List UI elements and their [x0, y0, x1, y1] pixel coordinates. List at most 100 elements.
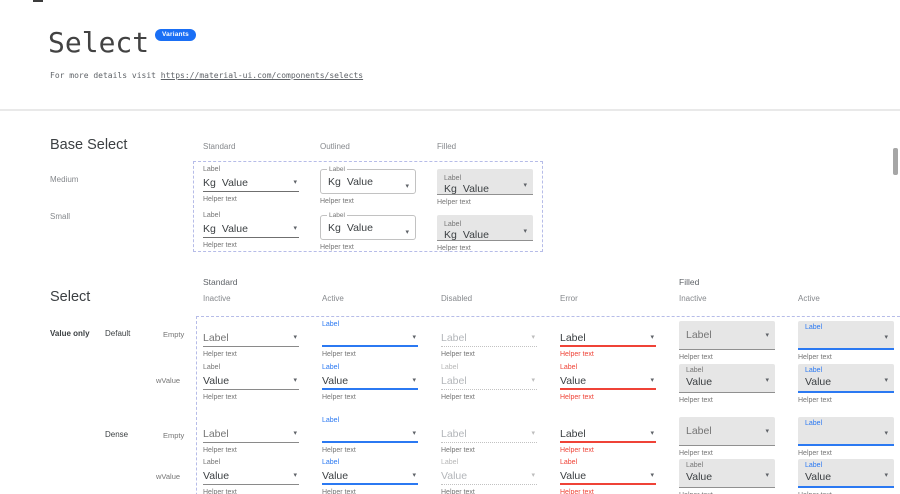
select-control[interactable]: ▾: [322, 330, 418, 347]
helper-text: Helper text: [203, 394, 237, 401]
helper-text: Helper text: [441, 489, 475, 494]
select-control[interactable]: Label ▾: [560, 426, 656, 443]
dropdown-arrow-icon: ▾: [884, 472, 888, 479]
select-filled-inactive: Label ▾ Helper text: [679, 321, 775, 361]
select-control[interactable]: Kg Value ▾: [203, 221, 299, 238]
select-control[interactable]: Label ▾: [441, 330, 537, 347]
select-filled-active: Label ▾ Helper text: [798, 417, 894, 457]
select-standard-active: Label Value ▾ Helper text: [322, 364, 418, 404]
select-adornment: Kg: [444, 183, 457, 195]
select-value: Kg Value: [203, 223, 248, 235]
select-standard-inactive: Label Value ▾ Helper text: [203, 364, 299, 404]
dropdown-arrow-icon: ▾: [293, 179, 297, 186]
select-value: Value: [560, 470, 587, 482]
helper-text: Helper text: [437, 245, 471, 252]
select-label: Label: [444, 175, 462, 182]
helper-text: Helper text: [441, 394, 475, 401]
dropdown-arrow-icon: ▾: [293, 334, 297, 341]
helper-text: Helper text: [679, 354, 713, 361]
select-control[interactable]: Label ▾: [203, 330, 299, 347]
select-control[interactable]: Value ▾: [441, 468, 537, 485]
select-value: Value: [805, 376, 832, 388]
select-label: Label: [203, 459, 221, 466]
helper-text: Helper text: [203, 242, 237, 249]
material-ui-link[interactable]: https://material-ui.com/components/selec…: [160, 71, 364, 80]
select-control[interactable]: Label ▾: [441, 373, 537, 390]
select-control[interactable]: Label Value ▾: [679, 364, 775, 393]
select-value: Label: [203, 428, 229, 440]
select-value: Value: [686, 376, 713, 388]
select-control[interactable]: Value ▾: [322, 468, 418, 485]
helper-text: Helper text: [203, 351, 237, 358]
select-standard-active: Label Value ▾ Helper text: [322, 459, 418, 494]
select-control[interactable]: Label ▾: [798, 417, 894, 446]
dropdown-arrow-icon: ▾: [765, 332, 769, 339]
dropdown-arrow-icon: ▾: [412, 430, 416, 437]
dropdown-arrow-icon: ▾: [293, 430, 297, 437]
select-control[interactable]: Label Value ▾: [798, 459, 894, 488]
select-filled-active: Label Value ▾ Helper text: [798, 459, 894, 494]
group-header-standard: Standard: [203, 277, 238, 287]
dropdown-arrow-icon: ▾: [650, 377, 654, 384]
select-control[interactable]: Label Kg Value ▾: [320, 212, 416, 240]
helper-text: Helper text: [798, 450, 832, 457]
select-filled-base: Label Kg Value ▾ Helper text: [437, 212, 533, 252]
select-value: Label: [686, 425, 712, 437]
select-standard-inactive: Label Value ▾ Helper text: [203, 459, 299, 494]
helper-text: Helper text: [203, 196, 237, 203]
dropdown-arrow-icon: ▾: [765, 472, 769, 479]
dropdown-arrow-icon: ▾: [884, 334, 888, 341]
select-standard-active: Label ▾ Helper text: [322, 417, 418, 457]
select-control[interactable]: Value ▾: [203, 468, 299, 485]
sub-label-wvalue-default: wValue: [156, 376, 181, 385]
select-value: Kg Value: [203, 177, 248, 189]
select-control[interactable]: Label Value ▾: [679, 459, 775, 488]
select-standard-disabled: Label Label ▾ Helper text: [441, 364, 537, 404]
select-value: Value: [203, 470, 230, 482]
select-control[interactable]: Label Kg Value ▾: [437, 215, 533, 241]
dropdown-arrow-icon: ▾: [531, 430, 535, 437]
dropdown-arrow-icon: ▾: [293, 472, 297, 479]
select-value: Value: [203, 375, 230, 387]
helper-text: Helper text: [679, 397, 713, 404]
select-row-dense-empty: Label ▾ Helper text Label ▾ Helper text …: [203, 417, 894, 457]
select-states-heading: Select: [50, 289, 91, 305]
sub-label-wvalue-dense: wValue: [156, 472, 181, 481]
vertical-scrollbar-thumb[interactable]: [893, 148, 898, 175]
select-value: Kg Value: [328, 222, 373, 234]
dropdown-arrow-icon: ▾: [650, 430, 654, 437]
select-label: Label: [327, 212, 347, 220]
column-header-disabled: Disabled: [441, 294, 473, 303]
select-control[interactable]: Label Kg Value ▾: [437, 169, 533, 195]
select-control[interactable]: Value ▾: [560, 468, 656, 485]
select-control[interactable]: Label ▾: [560, 330, 656, 347]
helper-text: Helper text: [679, 450, 713, 457]
select-control[interactable]: Label Value ▾: [798, 364, 894, 393]
density-label-default: Default: [105, 329, 131, 338]
select-control[interactable]: Label Kg Value ▾: [320, 166, 416, 194]
select-outlined-base: Label Kg Value ▾ Helper text: [320, 212, 416, 252]
select-control[interactable]: Label ▾: [203, 426, 299, 443]
select-control[interactable]: Value ▾: [560, 373, 656, 390]
column-header-active: Active: [322, 294, 344, 303]
column-header-outlined: Outlined: [320, 142, 350, 151]
select-control[interactable]: Value ▾: [203, 373, 299, 390]
dropdown-arrow-icon: ▾: [412, 472, 416, 479]
row-header-medium: Medium: [50, 175, 79, 184]
select-control[interactable]: Value ▾: [322, 373, 418, 390]
select-control[interactable]: ▾: [322, 426, 418, 443]
dropdown-arrow-icon: ▾: [765, 428, 769, 435]
select-control[interactable]: Label ▾: [679, 321, 775, 350]
select-adornment: Kg: [203, 177, 216, 189]
column-header-filled-inactive: Inactive: [679, 294, 707, 303]
select-label: Label: [805, 462, 823, 469]
select-control[interactable]: Label ▾: [798, 321, 894, 350]
group-header-filled: Filled: [679, 277, 700, 287]
select-control[interactable]: Label ▾: [441, 426, 537, 443]
select-value: Kg Value: [328, 176, 373, 188]
select-value: Value: [322, 375, 349, 387]
select-control[interactable]: Kg Value ▾: [203, 175, 299, 192]
select-control[interactable]: Label ▾: [679, 417, 775, 446]
helper-text: Helper text: [320, 244, 354, 251]
select-standard-error: Label ▾ Helper text: [560, 321, 656, 361]
